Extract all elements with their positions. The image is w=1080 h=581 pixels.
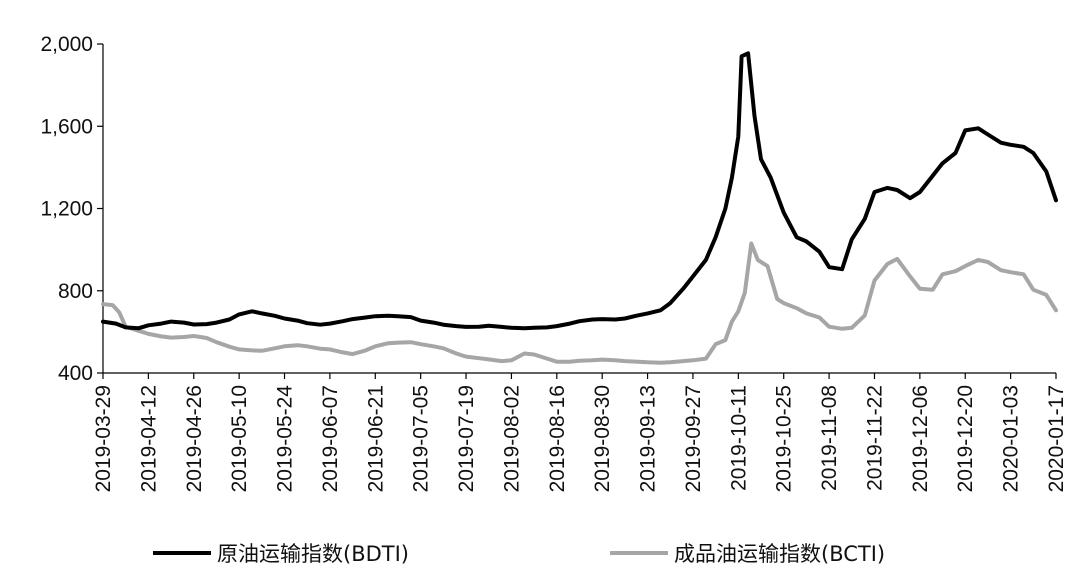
x-tick-label: 2019-10-25	[773, 385, 796, 492]
x-tick-label: 2019-11-22	[863, 385, 886, 491]
series-line-bdti	[101, 51, 1058, 331]
y-tick-label: 800	[58, 280, 93, 303]
x-tick-label: 2019-05-24	[274, 385, 297, 493]
x-tick-label: 2019-08-02	[500, 385, 523, 492]
x-tick-label: 2019-07-19	[455, 385, 478, 492]
x-tick-label: 2020-01-03	[1000, 385, 1023, 492]
x-tick-label: 2019-04-26	[183, 385, 206, 492]
x-tick-label: 2019-09-27	[682, 385, 705, 492]
x-tick-label: 2019-10-11	[727, 385, 750, 491]
x-axis: 2019-03-29 2019-04-12 2019-04-26 2019-05-10…	[92, 372, 1068, 493]
x-tick-label: 2019-05-10	[228, 385, 251, 492]
x-tick-label: 2019-07-05	[410, 385, 433, 492]
x-tick-label: 2019-09-13	[637, 385, 660, 492]
x-tick-label: 2019-11-08	[818, 385, 841, 491]
y-tick-label: 2,000	[40, 33, 93, 56]
y-tick-label: 1,200	[40, 198, 93, 221]
series-layer	[101, 51, 1058, 365]
y-tick-label: 1,600	[40, 115, 93, 138]
x-tick-label: 2020-01-17	[1045, 385, 1068, 492]
legend-label-bcti: 成品油运输指数(BCTI)	[674, 542, 885, 566]
x-tick-label: 2019-04-12	[137, 385, 160, 492]
x-tick-label: 2019-08-30	[591, 385, 614, 492]
legend-label-bdti: 原油运输指数(BDTI)	[217, 542, 409, 566]
y-axis: 400 800 1,200 1,600 2,000	[40, 33, 104, 385]
x-tick-label: 2019-12-06	[909, 385, 932, 492]
legend: 原油运输指数(BDTI) 成品油运输指数(BCTI)	[153, 542, 885, 566]
series-line-bcti	[101, 241, 1058, 365]
x-tick-label: 2019-06-07	[319, 385, 342, 492]
x-tick-label: 2019-08-16	[546, 385, 569, 492]
x-tick-label: 2019-12-20	[954, 385, 977, 492]
x-tick-label: 2019-03-29	[92, 385, 115, 492]
y-tick-label: 400	[58, 362, 93, 385]
x-tick-label: 2019-06-21	[364, 385, 387, 492]
